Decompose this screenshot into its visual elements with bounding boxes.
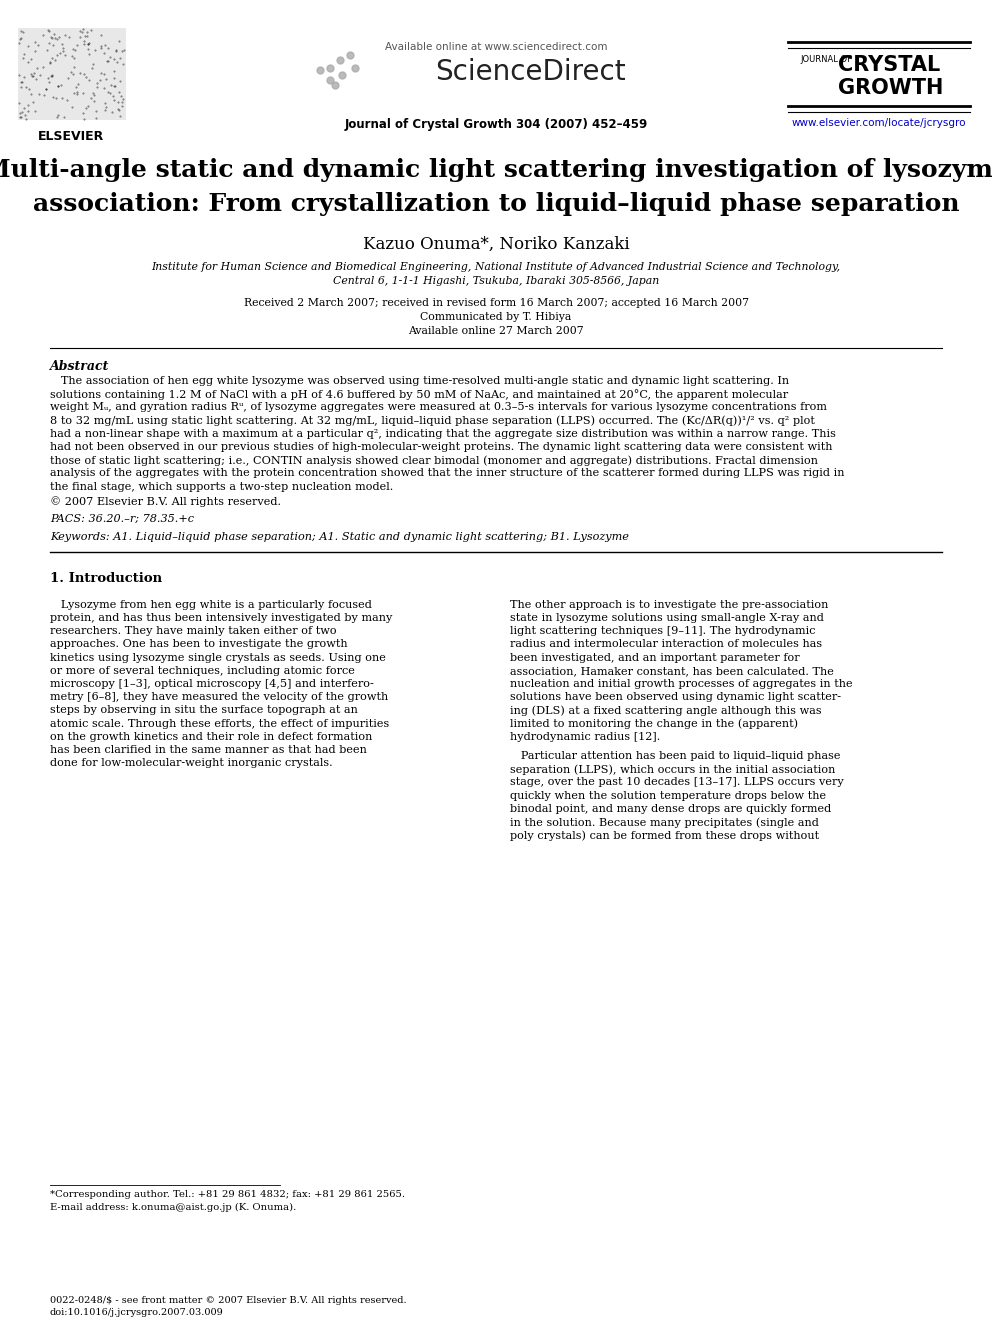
Text: solutions containing 1.2 M of NaCl with a pH of 4.6 buffered by 50 mM of NaAc, a: solutions containing 1.2 M of NaCl with …	[50, 389, 788, 400]
Text: www.elsevier.com/locate/jcrysgro: www.elsevier.com/locate/jcrysgro	[792, 118, 966, 128]
Text: 1. Introduction: 1. Introduction	[50, 572, 162, 585]
Text: weight Mᵤ, and gyration radius Rᵘ, of lysozyme aggregates were measured at 0.3–5: weight Mᵤ, and gyration radius Rᵘ, of ly…	[50, 402, 827, 413]
Bar	[18, 28, 126, 120]
Text: ScienceDirect: ScienceDirect	[435, 58, 626, 86]
Text: radius and intermolecular interaction of molecules has: radius and intermolecular interaction of…	[510, 639, 822, 650]
Text: 8 to 32 mg/mL using static light scattering. At 32 mg/mL, liquid–liquid phase se: 8 to 32 mg/mL using static light scatter…	[50, 415, 814, 426]
Text: PACS: 36.20.–r; 78.35.+c: PACS: 36.20.–r; 78.35.+c	[50, 513, 194, 524]
Text: poly crystals) can be formed from these drops without: poly crystals) can be formed from these …	[510, 831, 819, 840]
Text: association, Hamaker constant, has been calculated. The: association, Hamaker constant, has been …	[510, 665, 834, 676]
Text: Available online at www.sciencedirect.com: Available online at www.sciencedirect.co…	[385, 42, 607, 52]
Text: in the solution. Because many precipitates (single and: in the solution. Because many precipitat…	[510, 818, 818, 828]
Text: The other approach is to investigate the pre-association: The other approach is to investigate the…	[510, 599, 828, 610]
Text: on the growth kinetics and their role in defect formation: on the growth kinetics and their role in…	[50, 732, 372, 742]
Text: nucleation and initial growth processes of aggregates in the: nucleation and initial growth processes …	[510, 679, 853, 689]
Text: Received 2 March 2007; received in revised form 16 March 2007; accepted 16 March: Received 2 March 2007; received in revis…	[243, 298, 749, 308]
Text: solutions have been observed using dynamic light scatter-: solutions have been observed using dynam…	[510, 692, 841, 703]
Text: kinetics using lysozyme single crystals as seeds. Using one: kinetics using lysozyme single crystals …	[50, 652, 386, 663]
Text: CRYSTAL: CRYSTAL	[838, 56, 940, 75]
Text: E-mail address: k.onuma@aist.go.jp (K. Onuma).: E-mail address: k.onuma@aist.go.jp (K. O…	[50, 1203, 297, 1212]
Text: state in lysozyme solutions using small-angle X-ray and: state in lysozyme solutions using small-…	[510, 613, 824, 623]
Text: stage, over the past 10 decades [13–17]. LLPS occurs very: stage, over the past 10 decades [13–17].…	[510, 778, 844, 787]
Text: Institute for Human Science and Biomedical Engineering, National Institute of Ad: Institute for Human Science and Biomedic…	[152, 262, 840, 273]
Text: limited to monitoring the change in the (apparent): limited to monitoring the change in the …	[510, 718, 799, 729]
Text: binodal point, and many dense drops are quickly formed: binodal point, and many dense drops are …	[510, 804, 831, 814]
Text: Abstract: Abstract	[50, 360, 109, 373]
Text: or more of several techniques, including atomic force: or more of several techniques, including…	[50, 665, 355, 676]
Text: *Corresponding author. Tel.: +81 29 861 4832; fax: +81 29 861 2565.: *Corresponding author. Tel.: +81 29 861 …	[50, 1189, 405, 1199]
Text: association: From crystallization to liquid–liquid phase separation: association: From crystallization to liq…	[33, 192, 959, 216]
Text: ELSEVIER: ELSEVIER	[38, 130, 104, 143]
Text: ing (DLS) at a fixed scattering angle although this was: ing (DLS) at a fixed scattering angle al…	[510, 705, 821, 716]
Text: light scattering techniques [9–11]. The hydrodynamic: light scattering techniques [9–11]. The …	[510, 626, 815, 636]
Text: doi:10.1016/j.jcrysgro.2007.03.009: doi:10.1016/j.jcrysgro.2007.03.009	[50, 1308, 224, 1316]
Text: analysis of the aggregates with the protein concentration showed that the inner : analysis of the aggregates with the prot…	[50, 468, 844, 479]
Text: Multi-angle static and dynamic light scattering investigation of lysozyme: Multi-angle static and dynamic light sca…	[0, 157, 992, 183]
Text: Keywords: A1. Liquid–liquid phase separation; A1. Static and dynamic light scatt: Keywords: A1. Liquid–liquid phase separa…	[50, 532, 629, 542]
Text: GROWTH: GROWTH	[838, 78, 943, 98]
Text: done for low-molecular-weight inorganic crystals.: done for low-molecular-weight inorganic …	[50, 758, 332, 769]
Text: Communicated by T. Hibiya: Communicated by T. Hibiya	[421, 312, 571, 321]
Text: separation (LLPS), which occurs in the initial association: separation (LLPS), which occurs in the i…	[510, 765, 835, 775]
Text: Kazuo Onuma*, Noriko Kanzaki: Kazuo Onuma*, Noriko Kanzaki	[363, 235, 629, 253]
Text: protein, and has thus been intensively investigated by many: protein, and has thus been intensively i…	[50, 613, 393, 623]
Text: had not been observed in our previous studies of high-molecular-weight proteins.: had not been observed in our previous st…	[50, 442, 832, 452]
Text: approaches. One has been to investigate the growth: approaches. One has been to investigate …	[50, 639, 347, 650]
Text: had a non-linear shape with a maximum at a particular q², indicating that the ag: had a non-linear shape with a maximum at…	[50, 429, 836, 439]
Text: steps by observing in situ the surface topograph at an: steps by observing in situ the surface t…	[50, 705, 358, 716]
Text: those of static light scattering; i.e., CONTIN analysis showed clear bimodal (mo: those of static light scattering; i.e., …	[50, 455, 818, 466]
Text: Lysozyme from hen egg white is a particularly focused: Lysozyme from hen egg white is a particu…	[50, 599, 372, 610]
Text: been investigated, and an important parameter for: been investigated, and an important para…	[510, 652, 800, 663]
Text: Available online 27 March 2007: Available online 27 March 2007	[408, 325, 584, 336]
Text: JOURNAL OF: JOURNAL OF	[800, 56, 852, 64]
Text: The association of hen egg white lysozyme was observed using time-resolved multi: The association of hen egg white lysozym…	[50, 376, 789, 386]
Text: © 2007 Elsevier B.V. All rights reserved.: © 2007 Elsevier B.V. All rights reserved…	[50, 496, 281, 507]
Text: researchers. They have mainly taken either of two: researchers. They have mainly taken eith…	[50, 626, 336, 636]
Text: the final stage, which supports a two-step nucleation model.: the final stage, which supports a two-st…	[50, 482, 393, 492]
Text: Particular attention has been paid to liquid–liquid phase: Particular attention has been paid to li…	[510, 751, 840, 761]
Text: has been clarified in the same manner as that had been: has been clarified in the same manner as…	[50, 745, 367, 755]
Text: quickly when the solution temperature drops below the: quickly when the solution temperature dr…	[510, 791, 826, 800]
Text: microscopy [1–3], optical microscopy [4,5] and interfero-: microscopy [1–3], optical microscopy [4,…	[50, 679, 374, 689]
Text: metry [6–8], they have measured the velocity of the growth: metry [6–8], they have measured the velo…	[50, 692, 388, 703]
Text: Central 6, 1-1-1 Higashi, Tsukuba, Ibaraki 305-8566, Japan: Central 6, 1-1-1 Higashi, Tsukuba, Ibara…	[333, 277, 659, 286]
Text: Journal of Crystal Growth 304 (2007) 452–459: Journal of Crystal Growth 304 (2007) 452…	[344, 118, 648, 131]
Text: 0022-0248/$ - see front matter © 2007 Elsevier B.V. All rights reserved.: 0022-0248/$ - see front matter © 2007 El…	[50, 1297, 407, 1304]
Text: atomic scale. Through these efforts, the effect of impurities: atomic scale. Through these efforts, the…	[50, 718, 389, 729]
Text: hydrodynamic radius [12].: hydrodynamic radius [12].	[510, 732, 661, 742]
